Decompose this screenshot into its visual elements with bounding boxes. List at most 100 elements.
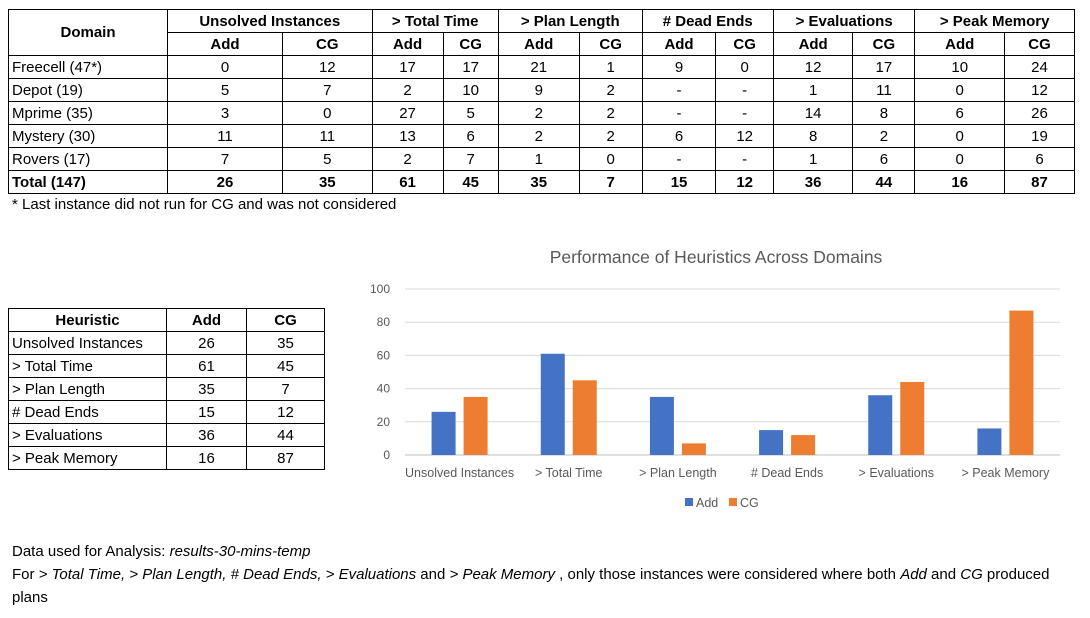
- heuristic-name: > Evaluations: [8, 423, 167, 447]
- note-add: Add: [900, 566, 927, 583]
- group-header-row: Domain Unsolved Instances > Total Time >…: [8, 9, 1075, 56]
- value-cell: 11: [852, 78, 916, 102]
- value-cell: 27: [371, 101, 444, 125]
- chart-title: Performance of Heuristics Across Domains: [550, 247, 883, 267]
- value-cell: 2: [497, 101, 580, 125]
- value-cell: 44: [852, 170, 916, 194]
- heuristic-name: Unsolved Instances: [8, 331, 167, 355]
- heuristic-name: > Peak Memory: [8, 446, 167, 470]
- x-tick-label: Unsolved Instances: [405, 466, 514, 480]
- value-cell: 17: [371, 55, 444, 79]
- value-cell: 12: [281, 55, 373, 79]
- chart-grid: 0 20 40 60 80 100: [370, 282, 1060, 462]
- domain-name: Total (147): [8, 170, 168, 194]
- value-cell: 10: [442, 78, 499, 102]
- value-cell: -: [641, 147, 717, 171]
- cg-subheader: CG: [852, 32, 916, 56]
- cg-header: CG: [246, 308, 325, 332]
- bar-add-5: [977, 428, 1002, 455]
- value-cell: 8: [772, 124, 854, 148]
- value-cell: 14: [772, 101, 854, 125]
- bar-cg-2: [681, 443, 706, 455]
- value-cell: 0: [914, 147, 1006, 171]
- add-header: Add: [166, 308, 247, 332]
- table-row: Mystery (30) 11 11 13 6 2 2 6 12 8 2 0 19: [8, 124, 1075, 148]
- value-cell: 1: [772, 78, 854, 102]
- value-cell: 17: [442, 55, 499, 79]
- value-cell: 36: [772, 170, 854, 194]
- value-cell: 8: [852, 101, 916, 125]
- value-cell: 24: [1004, 55, 1075, 79]
- value-cell: 0: [715, 55, 774, 79]
- note-metrics: > Total Time, > Plan Length, # Dead Ends…: [38, 566, 417, 583]
- consideration-note: For > Total Time, > Plan Length, # Dead …: [12, 563, 1087, 609]
- table-row: # Dead Ends 15 12: [8, 400, 325, 424]
- table-row: Rovers (17) 7 5 2 7 1 0- -1 6 0 6: [8, 147, 1075, 171]
- value-cell: 0: [914, 78, 1006, 102]
- value-cell: 2: [578, 78, 643, 102]
- value-cell: 2: [578, 124, 643, 148]
- y-tick-label: 80: [377, 315, 391, 329]
- table-row: > Peak Memory 16 87: [8, 446, 325, 470]
- value-cell: -: [715, 101, 774, 125]
- add-subheader: Add: [497, 32, 580, 56]
- value-cell: 0: [578, 147, 643, 171]
- chart-bars: [431, 310, 1034, 455]
- value-cell: -: [641, 101, 717, 125]
- domain-rows: Freecell (47*) 0 12 17 17 21 1 9 0 12 17 10 24 Depot …: [8, 55, 1075, 194]
- table-row: Unsolved Instances 26 35: [8, 331, 325, 355]
- value-cell: 12: [715, 124, 774, 148]
- value-cell: 2: [371, 147, 444, 171]
- x-axis-labels: Unsolved Instances > Total Time > Plan Len…: [405, 466, 1050, 480]
- value-cell: 12: [715, 170, 774, 194]
- x-tick-label: # Dead Ends: [751, 466, 823, 480]
- value-cell: 0: [281, 101, 373, 125]
- value-cell: 15: [641, 170, 717, 194]
- note-text: and: [416, 566, 450, 583]
- add-value: 15: [166, 400, 247, 424]
- cg-subheader: CG: [578, 32, 643, 56]
- x-tick-label: > Plan Length: [639, 466, 717, 480]
- value-cell: 1: [497, 147, 580, 171]
- value-cell: 2: [852, 124, 916, 148]
- table-row: > Total Time 61 45: [8, 354, 325, 378]
- table-row: Mprime (35) 3 0 27 5 2 2- -14 8 6 26: [8, 101, 1075, 125]
- y-tick-label: 40: [377, 382, 391, 396]
- heuristics-bar-chart: Performance of Heuristics Across Domains…: [370, 247, 1060, 510]
- value-cell: 17: [852, 55, 916, 79]
- value-cell: 9: [641, 55, 717, 79]
- group-header: > Peak Memory: [914, 9, 1075, 33]
- heuristic-summary-table: Heuristic Add CG Unsolved Instances 26 35 >…: [8, 308, 325, 470]
- value-cell: 6: [914, 101, 1006, 125]
- cg-subheader: CG: [1004, 32, 1075, 56]
- value-cell: 26: [167, 170, 283, 194]
- value-cell: 87: [1004, 170, 1075, 194]
- value-cell: 12: [1004, 78, 1075, 102]
- value-cell: 7: [167, 147, 283, 171]
- cg-value: 7: [246, 377, 325, 401]
- heuristic-header: Heuristic: [8, 308, 167, 332]
- domain-name: Mprime (35): [8, 101, 168, 125]
- bar-cg-4: [900, 381, 925, 455]
- value-cell: 11: [281, 124, 373, 148]
- add-value: 16: [166, 446, 247, 470]
- x-tick-label: > Peak Memory: [961, 466, 1050, 480]
- bar-add-3: [759, 430, 784, 455]
- note-text: produced plans: [12, 566, 1050, 606]
- value-cell: 16: [914, 170, 1006, 194]
- data-source-name: results-30-mins-temp: [169, 543, 311, 560]
- value-cell: 9: [497, 78, 580, 102]
- value-cell: -: [641, 78, 717, 102]
- value-cell: 7: [442, 147, 499, 171]
- table-row: Depot (19) 5 7 2 10 9 2- -1 11 0 12: [8, 78, 1075, 102]
- y-tick-label: 0: [383, 448, 390, 462]
- group-header: > Evaluations: [772, 9, 916, 33]
- add-value: 61: [166, 354, 247, 378]
- note-text: and: [926, 566, 961, 583]
- group-header: # Dead Ends: [641, 9, 774, 33]
- cg-subheader: CG: [715, 32, 774, 56]
- value-cell: 10: [914, 55, 1006, 79]
- value-cell: 6: [641, 124, 717, 148]
- data-source-label: Data used for Analysis:: [12, 543, 170, 560]
- domain-results-table: Domain Unsolved Instances > Total Time >…: [8, 9, 1075, 194]
